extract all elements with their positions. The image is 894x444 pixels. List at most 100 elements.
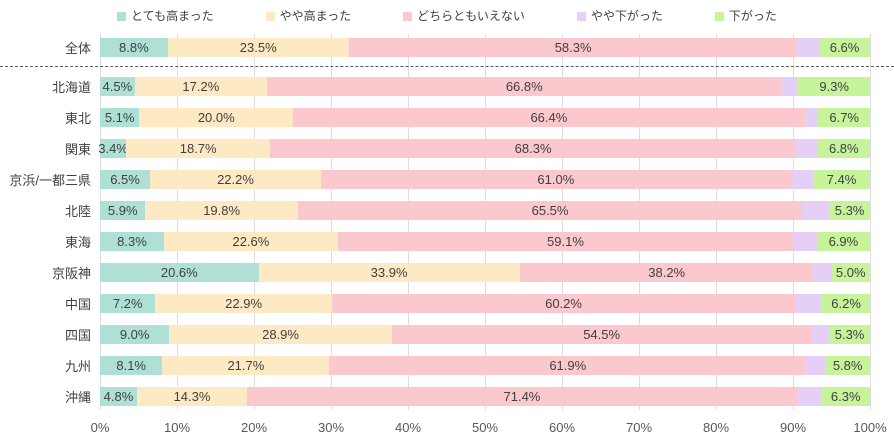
x-axis-tick-label: 100% xyxy=(853,420,887,435)
segment-very-increased: 7.2% xyxy=(100,294,156,313)
x-axis-tick-label: 20% xyxy=(240,420,268,435)
segment-value-label: 17.2% xyxy=(182,79,220,94)
gridline-60 xyxy=(562,34,563,410)
category-label: 北海道 xyxy=(51,80,91,95)
bar-row: 東北 5.1% 20.0% 66.4% 6.7% xyxy=(0,102,894,133)
segment-value-label: 7.4% xyxy=(826,172,857,187)
segment-value-label: 21.7% xyxy=(227,358,265,373)
separator-line xyxy=(0,66,894,67)
segment-value-label: 5.3% xyxy=(834,203,865,218)
segment-value-label: 33.9% xyxy=(370,265,408,280)
gridline-50 xyxy=(485,34,486,410)
segment-value-label: 5.0% xyxy=(835,265,866,280)
segment-value-label: 68.3% xyxy=(514,141,552,156)
x-axis-tick-label: 40% xyxy=(394,420,422,435)
segment-somewhat-increased: 17.2% xyxy=(134,77,268,96)
legend-swatch-segment-neutral xyxy=(403,11,413,21)
segment-value-label: 22.6% xyxy=(232,234,270,249)
legend-swatch-segment-decreased xyxy=(714,11,724,21)
bar-track: 5.1% 20.0% 66.4% 6.7% xyxy=(100,108,870,127)
plot-area: 全体 8.8% 23.5% 58.3% 6.6% 北海道 4.5% 17.2% 66.8% 9.3… xyxy=(0,32,894,412)
segment-somewhat-increased: 23.5% xyxy=(167,38,349,57)
segment-decreased: 5.3% xyxy=(829,201,870,220)
segment-value-label: 9.0% xyxy=(119,327,150,342)
segment-neutral: 61.9% xyxy=(329,356,807,375)
segment-value-label: 9.3% xyxy=(819,79,849,94)
gridlines xyxy=(100,34,871,410)
chart-legend: とても高まった やや高まった どちらともいえない やや下がった 下がった xyxy=(0,0,894,27)
segment-somewhat-increased: 22.9% xyxy=(155,294,332,313)
bar-track: 3.4% 18.7% 68.3% 6.8% xyxy=(98,139,870,158)
legend-item-segment-somewhat-decreased: やや下がった xyxy=(576,9,663,23)
segment-value-label: 4.5% xyxy=(102,79,133,94)
bar-row: 全体 8.8% 23.5% 58.3% 6.6% xyxy=(0,32,894,63)
gridline-40 xyxy=(408,34,409,410)
segment-value-label: 59.1% xyxy=(547,234,584,249)
segment-value-label: 6.5% xyxy=(110,172,140,187)
legend-label: 下がった xyxy=(728,9,777,23)
x-axis-tick-label: 0% xyxy=(90,420,110,435)
bar-track: 6.5% 22.2% 61.0% 7.4% xyxy=(100,170,870,189)
segment-value-label: 6.7% xyxy=(829,110,859,125)
segment-somewhat-increased: 19.8% xyxy=(145,201,298,220)
segment-value-label: 22.9% xyxy=(225,296,263,311)
bar-row: 東海 8.3% 22.6% 59.1% 6.9% xyxy=(0,226,894,257)
category-label: 京阪神 xyxy=(51,266,91,281)
segment-decreased: 6.7% xyxy=(818,108,870,127)
gridline-100 xyxy=(870,34,871,410)
bar-track: 8.1% 21.7% 61.9% 5.8% xyxy=(100,356,870,375)
bar-track: 8.3% 22.6% 59.1% 6.9% xyxy=(100,232,870,251)
gridline-0 xyxy=(100,34,101,410)
gridline-20 xyxy=(254,34,255,410)
gridline-70 xyxy=(639,34,640,410)
segment-value-label: 38.2% xyxy=(648,265,686,280)
legend-item-segment-somewhat-increased: やや高まった xyxy=(265,9,352,23)
segment-value-label: 8.3% xyxy=(117,234,147,249)
segment-decreased: 6.2% xyxy=(822,294,870,313)
segment-value-label: 8.8% xyxy=(119,40,149,55)
category-label: 関東 xyxy=(64,142,91,157)
segment-decreased: 7.4% xyxy=(813,170,870,189)
segment-neutral: 66.4% xyxy=(293,108,805,127)
legend-swatch-segment-very-increased xyxy=(117,11,127,21)
segment-somewhat-increased: 21.7% xyxy=(162,356,330,375)
segment-value-label: 4.8% xyxy=(103,389,134,404)
segment-somewhat-decreased xyxy=(804,108,819,127)
segment-value-label: 20.0% xyxy=(197,110,235,125)
segment-decreased: 6.8% xyxy=(817,139,870,158)
segment-value-label: 5.3% xyxy=(834,327,865,342)
segment-neutral: 58.3% xyxy=(348,38,798,57)
segment-decreased: 5.8% xyxy=(825,356,870,375)
legend-label: やや下がった xyxy=(590,9,663,23)
bar-track: 20.6% 33.9% 38.2% 5.0% xyxy=(100,263,870,282)
segment-value-label: 6.3% xyxy=(830,389,861,404)
segment-value-label: 60.2% xyxy=(545,296,582,311)
segment-decreased: 9.3% xyxy=(798,77,870,96)
segment-very-increased: 3.4% xyxy=(98,139,128,158)
segment-somewhat-decreased xyxy=(813,263,832,282)
segment-very-increased: 8.3% xyxy=(100,232,164,251)
segment-very-increased: 8.8% xyxy=(100,38,168,57)
category-label: 東北 xyxy=(64,111,91,126)
segment-neutral: 60.2% xyxy=(331,294,796,313)
legend-label: やや高まった xyxy=(279,9,352,23)
segment-somewhat-increased: 14.3% xyxy=(136,387,248,406)
bar-track: 4.8% 14.3% 71.4% 6.3% xyxy=(100,387,870,406)
segment-value-label: 61.9% xyxy=(549,358,587,373)
segment-value-label: 28.9% xyxy=(262,327,299,342)
bar-track: 7.2% 22.9% 60.2% 6.2% xyxy=(100,294,870,313)
segment-value-label: 6.6% xyxy=(829,40,860,55)
segment-value-label: 65.5% xyxy=(531,203,569,218)
gridline-80 xyxy=(716,34,717,410)
segment-value-label: 6.2% xyxy=(831,296,861,311)
legend-item-segment-neutral: どちらともいえない xyxy=(403,10,525,22)
category-label: 沖縄 xyxy=(64,390,91,405)
segment-very-increased: 9.0% xyxy=(100,325,170,344)
segment-somewhat-increased: 20.0% xyxy=(139,108,294,127)
segment-value-label: 20.6% xyxy=(160,265,198,280)
segment-very-increased: 4.8% xyxy=(100,387,137,406)
legend-label: とても高まった xyxy=(131,9,214,23)
segment-somewhat-increased: 28.9% xyxy=(169,325,392,344)
bar-row: 京阪神 20.6% 33.9% 38.2% 5.0% xyxy=(0,257,894,288)
bar-track: 9.0% 28.9% 54.5% 5.3% xyxy=(100,325,870,344)
